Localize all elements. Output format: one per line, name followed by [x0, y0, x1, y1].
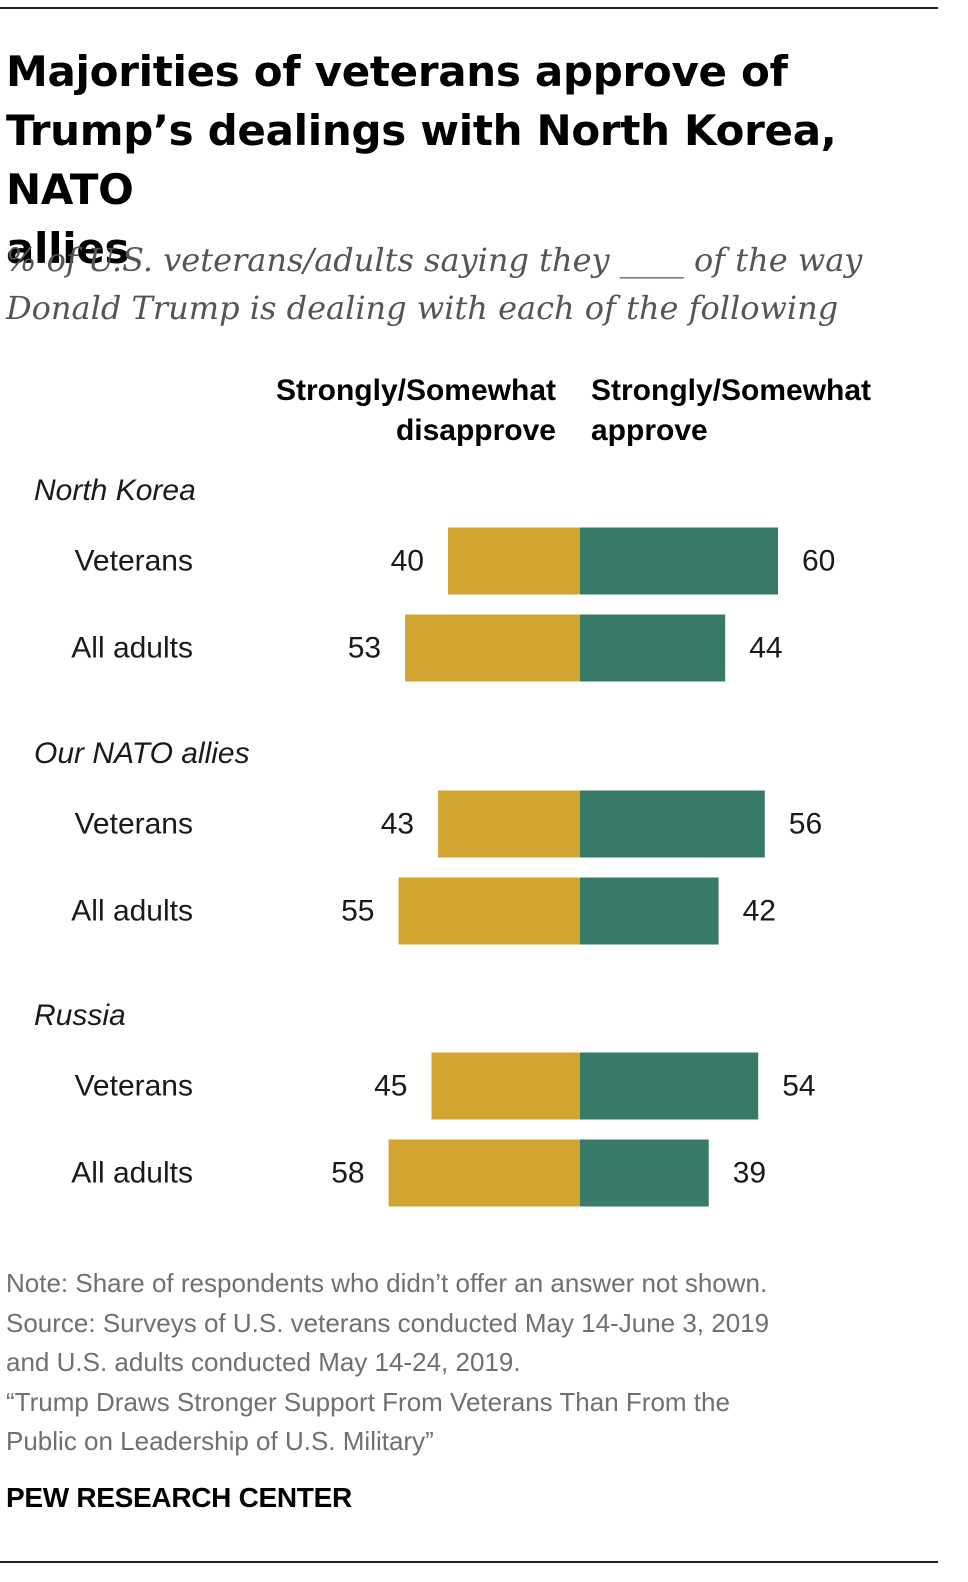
value-label-disapprove: 53 [348, 632, 381, 665]
bar-approve [580, 790, 765, 858]
value-label-approve: 44 [749, 632, 782, 665]
legend-approve-line-2: approve [591, 414, 708, 447]
chart-title: Majorities of veterans approve of Trump’… [6, 42, 946, 278]
legend-approve-line-1: Strongly/Somewhat [591, 374, 872, 407]
value-label-disapprove: 55 [341, 895, 374, 928]
bar-approve [580, 527, 778, 595]
bar-disapprove [398, 877, 580, 945]
title-line-1: Majorities of veterans approve of [6, 47, 788, 96]
bar-disapprove [438, 790, 580, 858]
chart-subtitle: % of U.S. veterans/adults saying they __… [6, 236, 946, 332]
title-line-3: allies [6, 224, 130, 273]
value-label-approve: 54 [782, 1070, 815, 1103]
legend-approve: Strongly/Somewhat approve [591, 371, 871, 451]
subtitle-line-2: Donald Trump is dealing with each of the… [6, 289, 839, 327]
bar-disapprove [405, 614, 580, 682]
group-label: Our NATO allies [34, 737, 250, 770]
row-label: Veterans [75, 545, 193, 578]
bar-approve [580, 614, 726, 682]
title-line-2: Trump’s dealings with North Korea, NATO [6, 106, 837, 214]
value-label-approve: 39 [733, 1157, 766, 1190]
row-label: All adults [71, 632, 193, 665]
footer-source-line-2: and U.S. adults conducted May 14-24, 201… [6, 1347, 521, 1378]
row-label: Veterans [75, 1070, 193, 1103]
bar-disapprove [431, 1052, 580, 1120]
footer-note: Note: Share of respondents who didn’t of… [6, 1268, 768, 1298]
bottom-rule [0, 1561, 938, 1563]
footer-source-line-1: Source: Surveys of U.S. veterans conduct… [6, 1307, 770, 1338]
value-label-approve: 42 [743, 895, 776, 928]
row-label: All adults [71, 1157, 193, 1190]
row-label: Veterans [75, 808, 193, 841]
chart-footer: Note: Share of respondents who didn’t of… [6, 1264, 946, 1462]
legend-disapprove-line-2: disapprove [395, 414, 556, 447]
legend-disapprove: Strongly/Somewhat disapprove [276, 371, 556, 451]
footer-report-line-2: Public on Leadership of U.S. Military” [6, 1426, 434, 1457]
group-label: Russia [34, 999, 126, 1032]
row-label: All adults [71, 895, 193, 928]
value-label-approve: 56 [789, 808, 822, 841]
pew-research-center-logo: PEW RESEARCH CENTER [6, 1482, 352, 1513]
value-label-approve: 60 [802, 545, 835, 578]
group-label: North Korea [34, 474, 196, 507]
subtitle-line-1: % of U.S. veterans/adults saying they __… [6, 241, 863, 279]
top-rule [0, 7, 938, 9]
value-label-disapprove: 45 [374, 1070, 407, 1103]
value-label-disapprove: 40 [391, 545, 424, 578]
value-label-disapprove: 58 [331, 1157, 364, 1190]
bar-approve [580, 877, 719, 945]
bar-approve [580, 1052, 759, 1120]
legend-disapprove-line-1: Strongly/Somewhat [275, 374, 556, 407]
value-label-disapprove: 43 [381, 808, 414, 841]
bar-disapprove [388, 1139, 580, 1207]
footer-report-line-1: “Trump Draws Stronger Support From Veter… [6, 1386, 730, 1417]
bar-approve [580, 1139, 709, 1207]
bar-disapprove [448, 527, 580, 595]
